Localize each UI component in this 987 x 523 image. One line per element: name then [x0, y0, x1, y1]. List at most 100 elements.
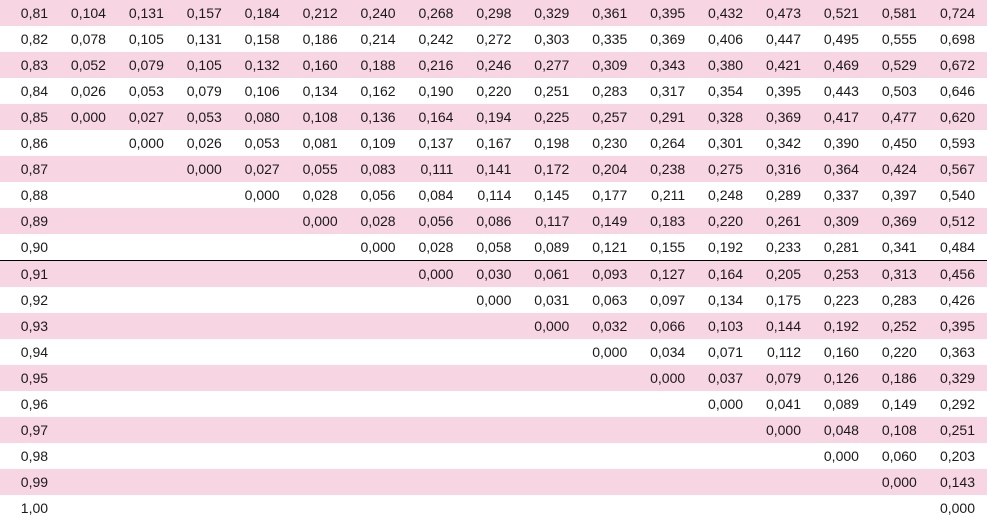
data-cell — [234, 313, 292, 339]
cell-value: 0,143 — [929, 475, 987, 489]
data-cell: 0,136 — [350, 104, 408, 130]
data-cell — [118, 417, 176, 443]
cell-value: 0,028 — [350, 214, 408, 228]
row-id-cell: 0,90 — [0, 234, 60, 261]
data-cell: 0,031 — [523, 287, 581, 313]
data-cell: 0,000 — [697, 391, 755, 417]
data-cell: 0,145 — [523, 182, 581, 208]
data-cell: 0,037 — [697, 365, 755, 391]
data-cell: 0,204 — [581, 156, 639, 182]
cell-value: 0,443 — [813, 84, 871, 98]
cell-value: 0,030 — [465, 267, 523, 281]
data-cell: 0,698 — [929, 26, 987, 52]
cell-value: 0,495 — [813, 32, 871, 46]
data-cell: 0,000 — [176, 156, 234, 182]
data-cell: 0,186 — [871, 365, 929, 391]
data-cell: 0,473 — [755, 0, 813, 26]
data-cell: 0,103 — [697, 313, 755, 339]
data-cell — [871, 495, 929, 521]
cell-value: 0,114 — [465, 188, 523, 202]
row-id: 0,96 — [0, 397, 60, 411]
cell-value: 0,056 — [408, 214, 466, 228]
data-cell: 0,131 — [176, 26, 234, 52]
table-row: 1,000,000 — [0, 495, 987, 521]
data-cell — [118, 469, 176, 495]
data-cell — [292, 287, 350, 313]
data-cell — [350, 391, 408, 417]
cell-value: 0,000 — [176, 162, 234, 176]
cell-value: 0,363 — [929, 345, 987, 359]
cell-value: 0,000 — [118, 136, 176, 150]
cell-value: 0,417 — [813, 110, 871, 124]
row-id: 0,92 — [0, 293, 60, 307]
data-cell: 0,257 — [581, 104, 639, 130]
data-cell: 0,032 — [581, 313, 639, 339]
data-cell — [60, 365, 118, 391]
cell-value: 0,238 — [639, 162, 697, 176]
data-cell: 0,469 — [813, 52, 871, 78]
cell-value: 0,149 — [871, 397, 929, 411]
cell-value: 0,406 — [697, 32, 755, 46]
cell-value: 0,469 — [813, 58, 871, 72]
data-cell — [465, 339, 523, 365]
cell-value: 0,292 — [929, 397, 987, 411]
row-id: 0,94 — [0, 345, 60, 359]
data-cell: 0,000 — [234, 182, 292, 208]
data-cell: 0,055 — [292, 156, 350, 182]
data-cell: 0,328 — [697, 104, 755, 130]
cell-value: 0,160 — [292, 58, 350, 72]
data-cell — [292, 391, 350, 417]
data-cell: 0,211 — [639, 182, 697, 208]
data-cell — [465, 443, 523, 469]
data-cell — [465, 365, 523, 391]
data-cell — [639, 469, 697, 495]
data-cell — [176, 417, 234, 443]
row-id: 0,86 — [0, 136, 60, 150]
data-cell — [581, 365, 639, 391]
cell-value: 0,220 — [697, 214, 755, 228]
cell-value: 0,131 — [176, 32, 234, 46]
data-cell: 0,131 — [118, 0, 176, 26]
table-row: 0,990,0000,143 — [0, 469, 987, 495]
data-cell: 0,233 — [755, 234, 813, 261]
cell-value: 0,089 — [813, 397, 871, 411]
data-cell: 0,198 — [523, 130, 581, 156]
row-id: 0,99 — [0, 475, 60, 489]
cell-value: 0,447 — [755, 32, 813, 46]
cell-value: 0,426 — [929, 293, 987, 307]
cell-value: 0,261 — [755, 214, 813, 228]
data-cell: 0,175 — [755, 287, 813, 313]
data-cell: 0,063 — [581, 287, 639, 313]
data-cell — [60, 130, 118, 156]
data-cell: 0,261 — [755, 208, 813, 234]
data-cell: 0,080 — [234, 104, 292, 130]
data-cell: 0,395 — [639, 0, 697, 26]
cell-value: 0,233 — [755, 240, 813, 254]
cell-value: 0,380 — [697, 58, 755, 72]
data-cell: 0,252 — [871, 313, 929, 339]
data-cell — [755, 443, 813, 469]
data-cell — [350, 261, 408, 288]
data-cell: 0,309 — [813, 208, 871, 234]
cell-value: 0,354 — [697, 84, 755, 98]
data-cell — [176, 208, 234, 234]
cell-value: 0,149 — [581, 214, 639, 228]
cell-value: 0,343 — [639, 58, 697, 72]
row-id-cell: 0,94 — [0, 339, 60, 365]
data-cell — [118, 182, 176, 208]
data-cell: 0,521 — [813, 0, 871, 26]
data-cell — [408, 365, 466, 391]
data-cell: 0,000 — [350, 234, 408, 261]
row-id: 0,98 — [0, 449, 60, 463]
data-cell: 0,114 — [465, 182, 523, 208]
cell-value: 0,108 — [871, 423, 929, 437]
data-cell — [234, 234, 292, 261]
data-cell — [755, 469, 813, 495]
data-cell: 0,289 — [755, 182, 813, 208]
data-cell: 0,143 — [929, 469, 987, 495]
data-cell: 0,141 — [465, 156, 523, 182]
row-id: 0,83 — [0, 58, 60, 72]
data-cell: 0,157 — [176, 0, 234, 26]
table-row: 0,910,0000,0300,0610,0930,1270,1640,2050… — [0, 261, 987, 288]
data-cell: 0,251 — [523, 78, 581, 104]
